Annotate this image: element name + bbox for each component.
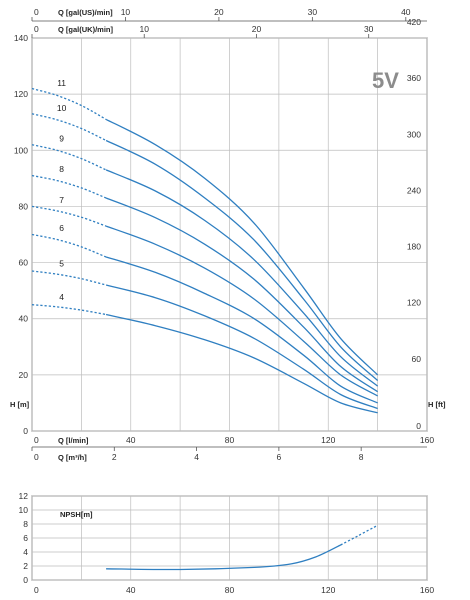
npsh-y-tick: 0 xyxy=(23,575,28,585)
main-grid xyxy=(31,37,428,432)
curve-label: 6 xyxy=(59,223,64,233)
x-axis-usgal-label: Q [gal(US)/min] xyxy=(58,8,113,17)
x-tick-usgal: 30 xyxy=(308,7,318,17)
y-tick-left: 80 xyxy=(19,201,29,211)
curve-label: 5 xyxy=(59,259,64,269)
pump-curve-dashed xyxy=(31,144,107,171)
pump-curve xyxy=(105,118,379,376)
pump-curve xyxy=(105,225,378,397)
y-tick-right: 60 xyxy=(412,354,422,364)
pump-curve xyxy=(105,313,378,414)
x-tick-lmin: 0 xyxy=(34,435,39,445)
y-tick-left: 40 xyxy=(19,314,29,324)
y-tick-left: 120 xyxy=(14,89,28,99)
npsh-y-tick: 6 xyxy=(23,533,28,543)
y-tick-left: 100 xyxy=(14,145,28,155)
x-tick-m3h: 2 xyxy=(112,452,117,462)
x-tick-m3h: 6 xyxy=(277,452,282,462)
npsh-x-tick: 120 xyxy=(321,585,335,595)
pump-curve-dashed xyxy=(31,113,107,142)
y-axis-right-label: H [ft] xyxy=(428,400,446,409)
curve-label: 8 xyxy=(59,164,64,174)
npsh-x-tick: 40 xyxy=(126,585,136,595)
y-tick-left: 0 xyxy=(23,426,28,436)
pump-curve-dashed xyxy=(31,233,107,258)
curve-label: 11 xyxy=(57,78,66,88)
x-tick-lmin: 160 xyxy=(420,435,434,445)
npsh-x-tick: 80 xyxy=(225,585,235,595)
model-badge: 5V xyxy=(372,68,399,93)
y-tick-right: 180 xyxy=(407,242,421,252)
pump-curve-dashed xyxy=(31,87,107,120)
y-tick-left: 140 xyxy=(14,33,28,43)
npsh-y-tick: 4 xyxy=(23,547,28,557)
y-tick-right: 240 xyxy=(407,185,421,195)
x-tick-lmin: 80 xyxy=(225,435,235,445)
x-axis-m3h-label: Q [m³/h] xyxy=(58,453,87,462)
y-tick-right: 120 xyxy=(407,298,421,308)
main-axes: 020406080100120140060120180240300360420Q… xyxy=(14,7,435,462)
pump-curve-dashed xyxy=(31,270,107,286)
pump-curve xyxy=(105,169,379,387)
y-tick-right: 300 xyxy=(407,129,421,139)
npsh-title: NPSH[m] xyxy=(60,510,93,519)
y-tick-right: 420 xyxy=(407,17,421,27)
x-tick-ukgal: 0 xyxy=(34,24,39,34)
curve-label: 4 xyxy=(59,292,64,302)
x-tick-usgal: 10 xyxy=(121,7,131,17)
npsh-y-tick: 2 xyxy=(23,561,28,571)
x-axis-lmin-label: Q [l/min] xyxy=(58,436,89,445)
y-tick-left: 60 xyxy=(19,258,29,268)
npsh-y-tick: 10 xyxy=(19,505,29,515)
npsh-curve xyxy=(106,544,341,571)
pump-curve-dashed xyxy=(31,174,107,199)
pump-curve xyxy=(105,139,379,381)
npsh-y-tick: 8 xyxy=(23,519,28,529)
npsh-x-tick: 160 xyxy=(420,585,434,595)
pump-curve xyxy=(105,256,378,404)
x-tick-ukgal: 10 xyxy=(139,24,149,34)
x-tick-lmin: 120 xyxy=(321,435,335,445)
x-tick-ukgal: 20 xyxy=(252,24,262,34)
curve-label: 7 xyxy=(59,195,64,205)
npsh-grid xyxy=(31,495,428,581)
npsh-y-tick: 12 xyxy=(19,491,29,501)
npsh-curves xyxy=(106,524,378,571)
npsh-curve-dashed xyxy=(340,524,378,546)
pump-curve-dashed xyxy=(31,205,107,227)
x-tick-m3h: 8 xyxy=(359,452,364,462)
y-tick-right: 0 xyxy=(416,421,421,431)
x-axis-ukgal-label: Q [gal(UK)/min] xyxy=(58,25,113,34)
pump-curve xyxy=(105,284,378,410)
x-tick-lmin: 40 xyxy=(126,435,136,445)
curve-label: 10 xyxy=(57,103,67,113)
y-tick-left: 20 xyxy=(19,370,29,380)
x-tick-usgal: 0 xyxy=(34,7,39,17)
x-tick-m3h: 0 xyxy=(34,452,39,462)
npsh-x-tick: 0 xyxy=(34,585,39,595)
pump-curve-dashed xyxy=(31,304,107,316)
x-tick-usgal: 40 xyxy=(401,7,411,17)
pump-curve xyxy=(105,197,378,393)
main-curves: 4 5 6 7 8 9 10 11 xyxy=(31,78,379,414)
y-axis-left-label: H [m] xyxy=(10,400,30,409)
x-tick-usgal: 20 xyxy=(214,7,224,17)
x-tick-m3h: 4 xyxy=(194,452,199,462)
x-tick-ukgal: 30 xyxy=(364,24,374,34)
y-tick-right: 360 xyxy=(407,73,421,83)
curve-label: 9 xyxy=(59,134,64,144)
